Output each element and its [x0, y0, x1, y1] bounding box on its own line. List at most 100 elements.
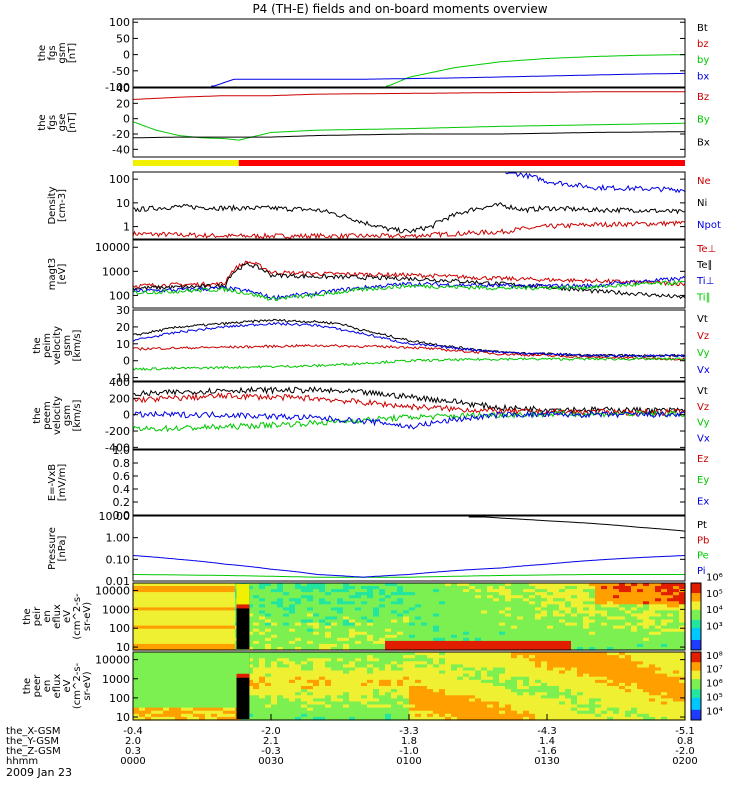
spectrogram-cell	[595, 604, 602, 608]
spectrogram-cell	[433, 631, 440, 636]
spectrogram-cell	[163, 631, 170, 636]
spectrogram-cell	[529, 664, 536, 669]
series-pressure-pi	[132, 555, 686, 578]
spectrogram-cell	[157, 716, 164, 721]
spectrogram-cell	[163, 664, 170, 669]
spectrogram-cell	[193, 695, 200, 699]
spectrogram-cell	[229, 707, 236, 712]
spectrogram-cell	[655, 704, 662, 709]
spectrogram-cell	[487, 701, 494, 706]
spectrogram-cell	[523, 676, 530, 681]
spectrogram-cell	[649, 670, 656, 675]
series-temperature-te_par	[132, 261, 686, 300]
spectrogram-cell	[433, 679, 440, 684]
spectrogram-cell	[313, 655, 320, 659]
spectrogram-cell	[319, 652, 326, 656]
spectrogram-cell	[187, 640, 194, 645]
spectrogram-cell	[163, 689, 170, 693]
spectrogram-cell	[409, 592, 416, 596]
spectrogram-cell	[247, 637, 254, 642]
spectrogram-cell	[157, 595, 164, 599]
spectrogram-cell	[175, 658, 182, 662]
spectrogram-cell	[145, 661, 152, 665]
spectrogram-cell	[169, 682, 176, 687]
spectrogram-cell	[301, 679, 308, 684]
spectrogram-cell	[295, 640, 302, 645]
colorbar-cell	[691, 601, 701, 604]
spectrogram-cell	[349, 607, 356, 611]
spectrogram-cell	[421, 595, 428, 599]
spectrogram-cell	[667, 676, 674, 681]
spectrogram-cell	[367, 676, 374, 681]
spectrogram-cell	[577, 616, 584, 621]
spectrogram-cell	[673, 625, 680, 630]
spectrogram-cell	[619, 652, 626, 656]
spectrogram-cell	[175, 640, 182, 645]
spectrogram-cell	[577, 647, 584, 651]
spectrogram-cell	[577, 689, 584, 693]
spectrogram-cell	[607, 698, 614, 703]
spectrogram-cell	[637, 622, 644, 627]
spectrogram-cell	[565, 616, 572, 621]
spectrogram-cell	[679, 634, 686, 639]
spectrogram-cell	[163, 610, 170, 614]
spectrogram-cell	[625, 658, 632, 662]
colorbar-tick-label: 10⁵	[706, 589, 723, 600]
spectrogram-cell	[157, 689, 164, 693]
spectrogram-cell	[325, 637, 332, 642]
spectrogram-cell	[157, 643, 164, 648]
spectrogram-cell	[253, 583, 260, 587]
spectrogram-cell	[439, 686, 446, 690]
spectrogram-cell	[139, 607, 146, 611]
panel-frame	[132, 171, 686, 240]
spectrogram-cell	[151, 716, 158, 721]
spectrogram-cell	[223, 637, 230, 642]
spectrogram-cell	[427, 655, 434, 659]
spectrogram-cell	[463, 601, 470, 605]
spectrogram-cell	[229, 625, 236, 630]
y-axis-label: Pressure	[47, 527, 58, 570]
spectrogram-cell	[277, 643, 284, 648]
spectrogram-cell	[307, 607, 314, 611]
spectrogram-cell	[409, 595, 416, 599]
spectrogram-cell	[283, 598, 290, 602]
spectrogram-cell	[637, 689, 644, 693]
spectrogram-cell	[673, 607, 680, 611]
spectrogram-cell	[379, 616, 386, 621]
spectrogram-cell	[583, 604, 590, 608]
spectrogram-cell	[403, 589, 410, 593]
spectrogram-cell	[565, 607, 572, 611]
spectrogram-cell	[577, 676, 584, 681]
spectrogram-cell	[583, 655, 590, 659]
spectrogram-cell	[667, 583, 674, 587]
spectrogram-cell	[187, 667, 194, 672]
spectrogram-cell	[343, 670, 350, 675]
spectrogram-cell	[655, 676, 662, 681]
spectrogram-cell	[205, 619, 212, 624]
spectrogram-cell	[547, 682, 554, 687]
spectrogram-cell	[493, 689, 500, 693]
spectrogram-cell	[547, 592, 554, 596]
spectrogram-cell	[337, 589, 344, 593]
spectrogram-cell	[445, 643, 452, 648]
spectrogram-cell	[163, 652, 170, 656]
spectrogram-cell	[505, 652, 512, 656]
spectrogram-cell	[349, 652, 356, 656]
spectrogram-cell	[631, 625, 638, 630]
spectrogram-cell	[193, 583, 200, 587]
spectrogram-cell	[427, 667, 434, 672]
spectrogram-cell	[445, 695, 452, 699]
spectrogram-cell	[187, 616, 194, 621]
spectrogram-cell	[169, 701, 176, 706]
spectrogram-cell	[151, 637, 158, 642]
spectrogram-cell	[391, 673, 398, 678]
spectrogram-cell	[553, 613, 560, 618]
spectrogram-cell	[571, 592, 578, 596]
spectrogram-cell	[547, 652, 554, 656]
spectrogram-cell	[301, 707, 308, 712]
spectrogram-cell	[613, 707, 620, 712]
spectrogram-cell	[151, 682, 158, 687]
spectrogram-cell	[355, 604, 362, 608]
spectrogram-cell	[199, 631, 206, 636]
spectrogram-cell	[349, 655, 356, 659]
